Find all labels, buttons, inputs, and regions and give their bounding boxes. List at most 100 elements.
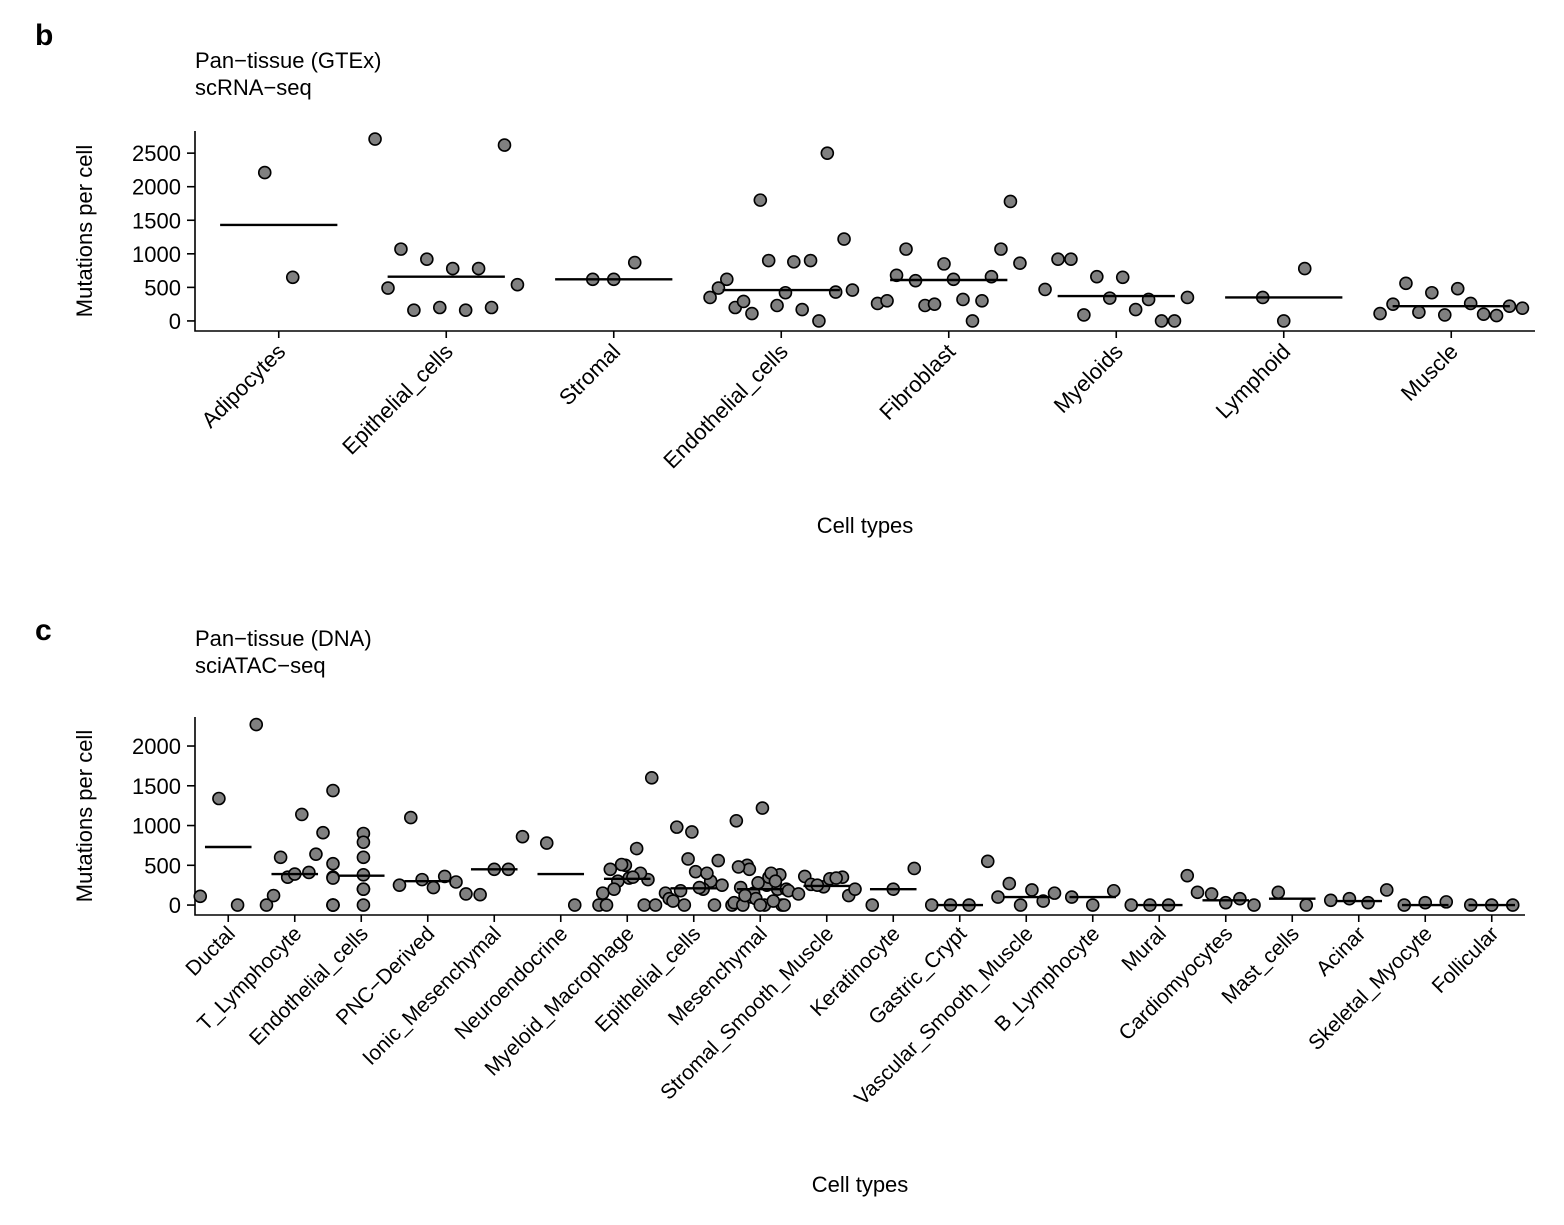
point xyxy=(614,857,629,872)
point xyxy=(326,783,340,798)
point xyxy=(1190,885,1205,900)
point xyxy=(368,132,382,146)
point xyxy=(700,866,714,881)
panel-label: c xyxy=(35,614,52,647)
point xyxy=(845,283,860,297)
point xyxy=(381,281,395,295)
point xyxy=(459,887,473,901)
point xyxy=(458,303,473,317)
point xyxy=(778,285,793,300)
axes xyxy=(194,717,1525,916)
point xyxy=(1013,898,1028,912)
point xyxy=(787,255,801,269)
x-tick-label: Epithelial_cells xyxy=(337,339,458,460)
point xyxy=(471,261,486,276)
point xyxy=(392,878,407,892)
point xyxy=(848,882,862,896)
point xyxy=(1412,305,1426,320)
point xyxy=(761,253,776,268)
point xyxy=(829,871,843,885)
point xyxy=(607,882,621,896)
point xyxy=(1342,891,1357,906)
point xyxy=(1476,307,1491,322)
x-tick-label: Ductal xyxy=(181,922,239,980)
point xyxy=(356,850,371,865)
point xyxy=(497,138,512,152)
point xyxy=(731,860,746,874)
x-tick-label: Acinar xyxy=(1312,922,1370,980)
point xyxy=(394,242,408,256)
y-tick-label: 1500 xyxy=(132,774,181,799)
point xyxy=(249,717,264,732)
point xyxy=(755,801,770,815)
x-tick-label: Lymphoid xyxy=(1211,339,1296,424)
point xyxy=(539,836,554,850)
point xyxy=(193,889,208,904)
point xyxy=(403,810,418,825)
point xyxy=(259,898,274,912)
point xyxy=(1399,276,1413,291)
point xyxy=(420,252,434,266)
chart-subtitle: sciATAC−seq xyxy=(195,653,326,678)
point xyxy=(1323,893,1338,908)
point xyxy=(473,887,487,902)
point xyxy=(1218,895,1233,910)
point xyxy=(1386,297,1400,311)
point xyxy=(356,898,371,912)
point xyxy=(230,898,245,912)
point xyxy=(326,898,340,912)
point xyxy=(736,294,751,309)
point xyxy=(627,255,642,270)
chart-title: Pan−tissue (GTEx) xyxy=(195,48,381,73)
point xyxy=(1154,314,1169,328)
point xyxy=(711,281,726,295)
x-tick-label: Muscle xyxy=(1396,339,1463,406)
point xyxy=(673,883,688,898)
point xyxy=(637,898,652,912)
point xyxy=(965,314,980,328)
point xyxy=(1373,306,1387,321)
x-tick-label: Skeletal_Myocyte xyxy=(1304,922,1437,1055)
point xyxy=(837,232,851,246)
point xyxy=(669,820,684,834)
point xyxy=(681,852,695,866)
point xyxy=(326,871,340,885)
point xyxy=(1003,194,1018,209)
point xyxy=(1418,895,1433,910)
axes xyxy=(194,131,1535,332)
point xyxy=(1124,898,1139,912)
point xyxy=(803,253,818,268)
point xyxy=(257,165,272,180)
point xyxy=(820,146,835,160)
y-tick-label: 2000 xyxy=(132,734,181,759)
point xyxy=(432,300,447,315)
point xyxy=(295,807,309,822)
point xyxy=(666,894,680,908)
point xyxy=(994,242,1008,256)
point xyxy=(937,257,951,271)
point xyxy=(445,261,460,276)
y-tick-label: 500 xyxy=(144,853,181,878)
point xyxy=(791,887,806,901)
x-tick-label: Cardiomyocytes xyxy=(1115,922,1238,1045)
point xyxy=(742,862,757,877)
point xyxy=(720,272,734,287)
point xyxy=(599,898,614,912)
x-tick-label: Neuroendocrine xyxy=(450,922,572,1044)
point xyxy=(437,869,452,884)
point xyxy=(1180,868,1195,883)
point xyxy=(626,870,640,885)
point xyxy=(751,875,765,890)
point xyxy=(1379,883,1394,897)
point xyxy=(1233,891,1247,906)
x-tick-label: Mural xyxy=(1117,922,1170,975)
point xyxy=(629,841,644,856)
y-tick-label: 0 xyxy=(169,893,181,918)
x-tick-label: Fibroblast xyxy=(874,339,960,425)
point xyxy=(567,898,582,912)
point xyxy=(1025,883,1039,897)
x-tick-label: Adipocytes xyxy=(197,339,291,433)
point xyxy=(688,864,703,879)
point xyxy=(648,898,663,912)
y-tick-label: 1500 xyxy=(132,208,181,233)
